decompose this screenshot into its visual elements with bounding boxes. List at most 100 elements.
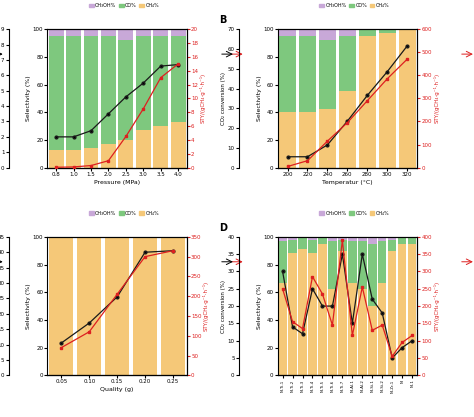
Y-axis label: STY/(gCH₄·g⁻¹·h⁻¹): STY/(gCH₄·g⁻¹·h⁻¹) — [200, 73, 205, 123]
Bar — [298, 249, 307, 375]
Y-axis label: CO₂ conversion (%): CO₂ conversion (%) — [221, 279, 226, 333]
Bar — [77, 237, 101, 375]
Bar — [378, 241, 386, 283]
Bar — [348, 237, 356, 241]
Bar — [83, 36, 99, 148]
Bar — [118, 29, 133, 40]
Bar — [279, 112, 296, 168]
Bar — [368, 244, 376, 306]
Bar — [299, 36, 316, 112]
Y-axis label: Selectivity (%): Selectivity (%) — [27, 283, 31, 329]
Bar — [408, 237, 416, 238]
Bar — [378, 237, 386, 241]
Bar — [101, 144, 116, 168]
Bar — [408, 238, 416, 244]
Bar — [348, 283, 356, 375]
Bar — [358, 237, 366, 241]
Text: D: D — [219, 223, 227, 233]
Bar — [288, 240, 297, 254]
Bar — [339, 91, 356, 168]
Bar — [399, 29, 416, 168]
Bar — [154, 36, 168, 126]
Bar — [388, 251, 396, 375]
Bar — [308, 240, 317, 254]
Bar — [388, 237, 396, 240]
Bar — [66, 150, 81, 168]
Bar — [66, 29, 81, 36]
Bar — [398, 237, 406, 238]
Bar — [308, 237, 317, 240]
Bar — [318, 238, 327, 244]
Bar — [319, 29, 336, 40]
Y-axis label: Selectivity (%): Selectivity (%) — [256, 283, 262, 329]
Bar — [66, 36, 81, 150]
Legend: CH₃OH%, CO%, CH₄%: CH₃OH%, CO%, CH₄% — [317, 209, 392, 218]
Bar — [49, 150, 64, 168]
Bar — [118, 140, 133, 168]
X-axis label: Quality (g): Quality (g) — [100, 387, 134, 392]
Bar — [171, 29, 186, 36]
Bar — [299, 29, 316, 36]
Bar — [319, 110, 336, 168]
Bar — [298, 237, 307, 238]
Bar — [359, 29, 376, 36]
Bar — [368, 237, 376, 244]
Bar — [348, 241, 356, 283]
Bar — [288, 254, 297, 375]
Bar — [358, 241, 366, 289]
Bar — [308, 254, 317, 375]
Y-axis label: STY/(gCH₄·g⁻¹·h⁻¹): STY/(gCH₄·g⁻¹·h⁻¹) — [433, 73, 439, 123]
Bar — [279, 29, 296, 36]
Bar — [379, 29, 396, 33]
Bar — [154, 29, 168, 36]
Legend: CH₃OH%, CO%, CH₄%: CH₃OH%, CO%, CH₄% — [317, 1, 392, 10]
Bar — [338, 237, 346, 240]
Bar — [171, 36, 186, 122]
Bar — [279, 36, 296, 112]
Bar — [136, 130, 151, 168]
Bar — [358, 289, 366, 375]
Bar — [398, 238, 406, 244]
Bar — [118, 40, 133, 140]
Bar — [161, 237, 185, 375]
Y-axis label: Selectivity (%): Selectivity (%) — [27, 75, 31, 121]
Bar — [83, 148, 99, 168]
Bar — [105, 237, 129, 375]
Bar — [278, 237, 287, 241]
Bar — [339, 29, 356, 36]
Legend: CH₃OH%, CO%, CH₄%: CH₃OH%, CO%, CH₄% — [87, 209, 161, 218]
Bar — [136, 36, 151, 130]
Bar — [101, 36, 116, 144]
Bar — [339, 36, 356, 91]
Bar — [328, 289, 337, 375]
Y-axis label: STY/(gCH₄·g⁻¹·h⁻¹): STY/(gCH₄·g⁻¹·h⁻¹) — [433, 281, 439, 331]
Bar — [319, 40, 336, 110]
Bar — [338, 240, 346, 251]
Bar — [298, 238, 307, 249]
Bar — [171, 122, 186, 168]
Bar — [368, 306, 376, 375]
Bar — [359, 36, 376, 168]
Bar — [338, 251, 346, 375]
Bar — [288, 237, 297, 240]
Y-axis label: STY/(gCH₄·g⁻¹·h⁻¹): STY/(gCH₄·g⁻¹·h⁻¹) — [203, 281, 209, 331]
Bar — [388, 240, 396, 251]
Bar — [83, 29, 99, 36]
Bar — [101, 29, 116, 36]
Bar — [408, 244, 416, 375]
Text: B: B — [219, 15, 227, 25]
X-axis label: Pressure (MPa): Pressure (MPa) — [94, 180, 140, 185]
Bar — [328, 241, 337, 289]
Bar — [379, 33, 396, 168]
Bar — [299, 112, 316, 168]
Bar — [49, 29, 64, 36]
Y-axis label: Selectivity (%): Selectivity (%) — [256, 75, 262, 121]
Bar — [278, 241, 287, 283]
Bar — [378, 283, 386, 375]
Bar — [318, 237, 327, 238]
X-axis label: Temperatur (°C): Temperatur (°C) — [322, 180, 373, 185]
Bar — [328, 237, 337, 241]
Bar — [133, 237, 157, 375]
Bar — [49, 36, 64, 150]
Bar — [398, 244, 406, 375]
